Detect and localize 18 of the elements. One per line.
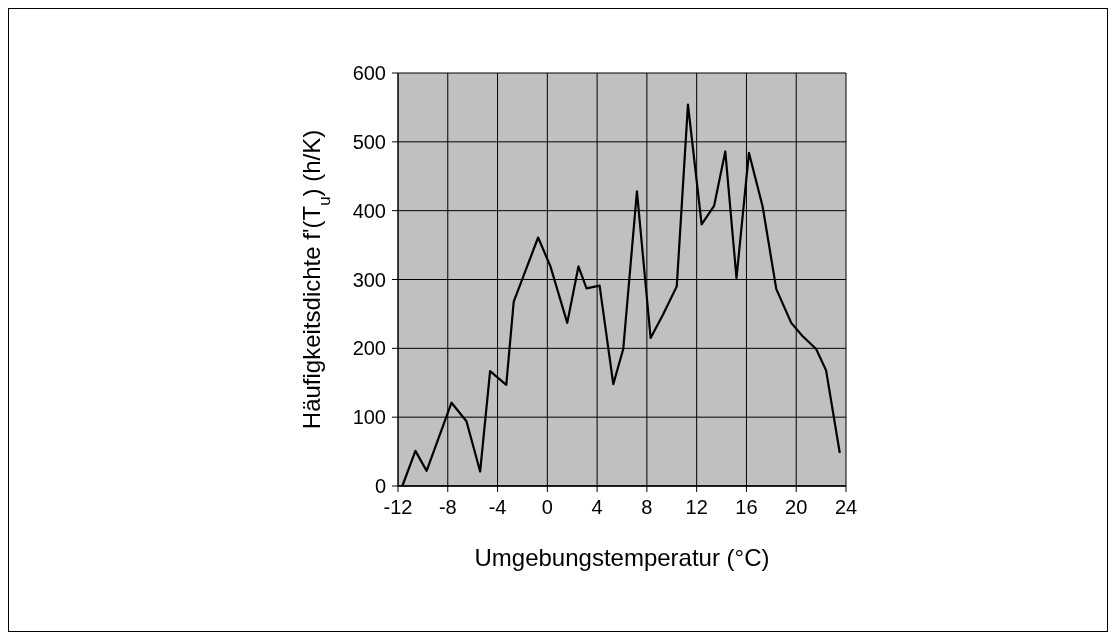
x-tick-label: 12	[685, 496, 708, 518]
y-tick-label: 600	[352, 62, 386, 84]
x-tick-label: -4	[488, 496, 507, 518]
y-tick-label: 100	[352, 406, 386, 429]
y-tick-label: 0	[374, 475, 386, 497]
x-tick-label: 0	[541, 496, 553, 518]
x-tick-label: 4	[591, 496, 603, 518]
y-tick-label: 400	[352, 199, 386, 222]
y-tick-label: 200	[352, 337, 386, 360]
x-tick-label: 24	[834, 496, 858, 518]
y-tick-label: 300	[352, 268, 386, 291]
x-tick-label: 20	[785, 496, 808, 518]
y-tick-label: 500	[352, 130, 386, 153]
x-tick-label: -8	[438, 496, 457, 518]
x-tick-label: 16	[735, 496, 758, 518]
x-tick-label: 8	[641, 496, 653, 518]
x-tick-label: -12	[383, 496, 413, 518]
x-axis-title: Umgebungstemperatur (°C)	[474, 544, 770, 571]
